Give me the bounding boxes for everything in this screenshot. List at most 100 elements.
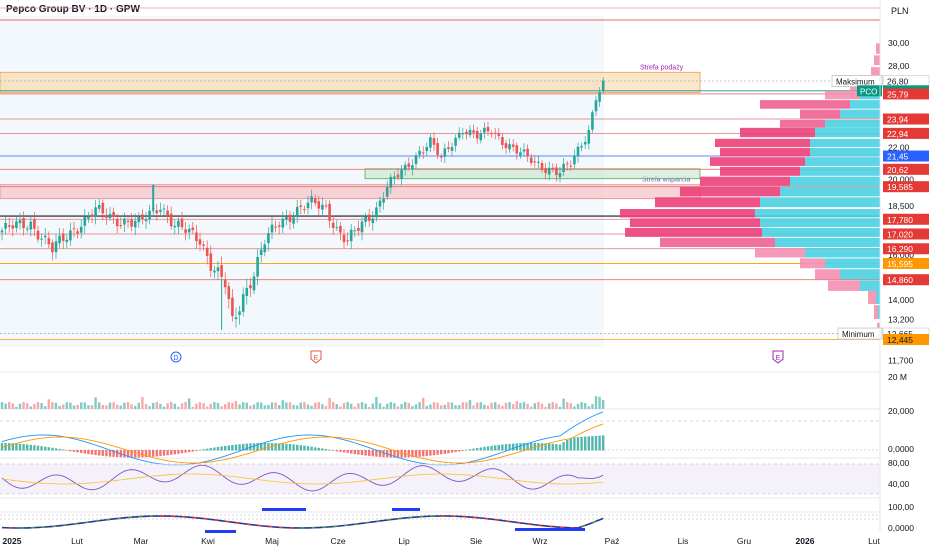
candle-body [468, 129, 472, 136]
volume-bar [180, 403, 184, 409]
volume-bar [224, 404, 227, 409]
candle-body [51, 242, 54, 253]
candle-body [195, 232, 198, 242]
macd-hist-bar [407, 450, 410, 458]
macd-hist-bar [40, 446, 43, 451]
level-badge-label: 19,585 [887, 182, 913, 192]
candle-body [591, 112, 594, 130]
volume-profile-bar [840, 109, 880, 119]
candle-body [241, 294, 245, 312]
candle-body [537, 161, 540, 163]
volume-bar [11, 403, 14, 409]
candle-body [547, 167, 551, 175]
volume-bar [486, 405, 490, 409]
candle-body [519, 152, 522, 156]
volume-bar [555, 403, 558, 409]
candle-body [65, 239, 69, 243]
macd-hist-bar [54, 448, 58, 451]
volume-bar [159, 403, 162, 409]
time-axis-label: Wrz [533, 536, 548, 546]
volume-profile-bar [720, 147, 810, 157]
macd-hist-bar [443, 450, 446, 454]
volume-bar [231, 402, 234, 409]
volume-bar [51, 402, 54, 409]
candle-body [223, 279, 227, 288]
volume-bar [573, 406, 576, 409]
candle-body [169, 213, 173, 227]
macd-hist-bar [15, 443, 18, 451]
volume-bar [339, 406, 342, 409]
macd-hist-bar [393, 450, 396, 458]
candle-body [418, 150, 421, 155]
candle-body [25, 228, 29, 230]
candle-body [335, 227, 339, 229]
volume-bar [587, 406, 590, 409]
macd-hist-bar [418, 450, 421, 457]
candle-body [414, 155, 418, 165]
volume-bar [429, 404, 432, 409]
volume-bar [33, 403, 36, 409]
volume-bar [101, 404, 104, 409]
macd-hist-bar [141, 450, 144, 458]
volume-bar [72, 405, 76, 409]
candle-body [259, 249, 263, 255]
candle-body [565, 163, 569, 165]
oscillator-tick-label: 100,00 [888, 502, 914, 512]
candle-body [123, 218, 126, 225]
macd-hist-bar [440, 450, 443, 455]
volume-bar [368, 406, 371, 409]
macd-hist-bar [422, 450, 425, 457]
macd-hist-bar [98, 450, 101, 456]
candle-body [281, 218, 285, 228]
candle-body [263, 244, 267, 253]
volume-bar [461, 402, 464, 409]
volume-bar [425, 405, 428, 409]
volume-bar [58, 405, 61, 409]
volume-bar [252, 404, 256, 409]
level-badge [883, 181, 929, 193]
candle-body [403, 164, 407, 170]
candle-body [33, 219, 36, 229]
volume-bar [537, 402, 540, 409]
volume-bar [170, 402, 173, 409]
candle-body [504, 143, 508, 149]
ticker-tag [857, 85, 882, 97]
volume-bar [274, 402, 277, 409]
candle-body [540, 162, 544, 171]
macd-hist-bar [198, 449, 202, 451]
macd-hist-bar [238, 444, 241, 451]
candle-body [245, 287, 249, 297]
candle-body [479, 133, 483, 141]
candle-body [450, 147, 454, 151]
macd-hist-bar [51, 447, 54, 451]
level-badge-label: 16,290 [887, 244, 913, 254]
candle-body [598, 92, 601, 102]
candle-body [43, 235, 47, 238]
volume-bar [562, 398, 565, 409]
volume-bar [76, 404, 79, 409]
volume-bar [548, 403, 551, 409]
volume-bar [234, 400, 238, 409]
volume-bar [206, 406, 209, 409]
macd-hist-bar [526, 442, 529, 451]
time-axis-label: Kwi [201, 536, 215, 546]
volume-bar [350, 403, 353, 409]
candle-body [339, 225, 342, 233]
candle-body [209, 253, 213, 271]
volume-bar [314, 402, 317, 409]
volume-profile-bar [877, 322, 880, 332]
macd-hist-bar [299, 445, 302, 451]
volume-bar [335, 403, 338, 409]
macd-hist-bar [227, 445, 230, 451]
volume-bar [130, 404, 133, 409]
volume-bar [576, 403, 580, 409]
macd-hist-bar [184, 450, 187, 453]
volume-bar [418, 402, 421, 409]
volume-profile-bar [878, 305, 880, 319]
volume-bar [270, 402, 274, 409]
volume-profile-bar [850, 100, 880, 109]
volume-bar [458, 405, 461, 409]
price-tick-label: 28,00 [888, 61, 910, 71]
macd-hist-bar [44, 446, 47, 451]
